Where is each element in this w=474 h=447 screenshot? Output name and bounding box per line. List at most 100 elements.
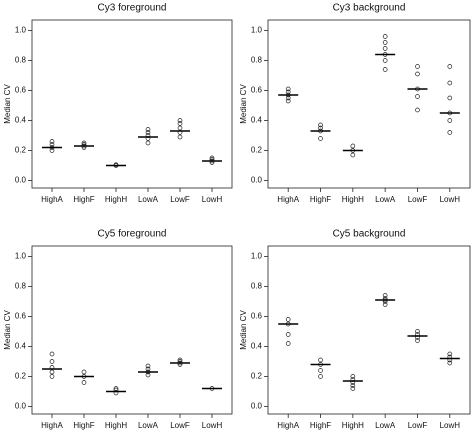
y-tick-label: 0.6 (251, 86, 263, 95)
y-tick-label: 0.8 (15, 56, 27, 65)
data-point (382, 46, 388, 51)
y-tick-label: 0.2 (15, 372, 27, 381)
y-tick-label: 0.8 (15, 282, 27, 291)
data-point (177, 118, 183, 123)
data-point (177, 121, 183, 126)
data-point (318, 136, 323, 141)
y-axis-label: Median CV (239, 84, 248, 124)
data-point (447, 118, 453, 123)
data-point (209, 155, 215, 161)
x-tick-label: HighH (105, 421, 127, 430)
data-point (177, 125, 183, 131)
y-tick-label: 0.4 (15, 342, 27, 351)
plot-frame (267, 19, 471, 189)
x-tick-label: LowH (440, 421, 461, 430)
data-point (318, 368, 323, 373)
plot-frame (31, 19, 233, 189)
panel: Cy5 foreground Median CV 0.0 0.2 0.4 0.6 0.8 1.… (3, 229, 233, 430)
x-tick-label: LowA (375, 195, 396, 204)
data-point (382, 58, 388, 63)
data-point (415, 338, 420, 343)
data-point (285, 89, 291, 95)
data-point (285, 86, 291, 92)
y-tick-label: 0.6 (15, 86, 27, 95)
x-tick-label: LowA (375, 421, 396, 430)
data-point (145, 372, 151, 378)
data-point (382, 34, 388, 39)
x-tick-label: LowF (170, 421, 190, 430)
y-tick-label: 0.8 (251, 56, 263, 65)
chart-title: Cy5 foreground (98, 229, 167, 240)
data-point (49, 369, 55, 375)
x-tick-label: HighF (73, 195, 94, 204)
data-point (81, 140, 87, 146)
data-point (285, 98, 291, 104)
data-point (49, 374, 55, 379)
chart-title: Cy3 background (333, 3, 406, 14)
y-axis-label: Median CV (239, 310, 248, 350)
x-tick-label: LowF (408, 421, 428, 430)
data-point (113, 386, 119, 391)
data-point (415, 64, 420, 69)
data-point (350, 383, 356, 388)
data-point (350, 374, 356, 379)
y-tick-label: 0.0 (15, 402, 27, 411)
x-tick-label: LowF (408, 195, 428, 204)
x-tick-label: LowA (138, 195, 159, 204)
y-tick-label: 0.2 (251, 372, 263, 381)
data-point (145, 140, 151, 146)
x-tick-label: HighF (73, 421, 94, 430)
data-point (447, 95, 453, 101)
data-point (49, 139, 55, 144)
y-tick-label: 0.4 (15, 116, 27, 125)
x-tick-label: LowH (202, 195, 223, 204)
data-point (415, 107, 420, 113)
y-tick-label: 0.8 (251, 282, 263, 291)
x-tick-label: HighF (310, 195, 331, 204)
data-point (318, 357, 323, 363)
data-point (145, 127, 151, 132)
panel: Cy3 foreground Median CV 0.0 0.2 0.4 0.6 0.8 1.… (3, 3, 233, 204)
data-point (318, 125, 323, 131)
y-axis-label: Median CV (3, 310, 12, 350)
y-tick-label: 0.4 (251, 116, 263, 125)
data-point (113, 162, 119, 168)
y-tick-label: 0.2 (251, 146, 263, 155)
x-tick-label: LowH (202, 421, 223, 430)
y-axis-label: Median CV (3, 84, 12, 124)
x-tick-label: HighA (41, 195, 63, 204)
data-point (145, 366, 151, 372)
y-tick-label: 1.0 (251, 252, 263, 261)
x-tick-label: LowH (440, 195, 461, 204)
data-point (49, 359, 55, 364)
data-point (382, 293, 388, 298)
y-tick-label: 0.0 (251, 402, 263, 411)
y-tick-label: 0.0 (251, 176, 263, 185)
panel: Cy5 background Median CV 0.0 0.2 0.4 0.6 0.8 1.… (239, 229, 471, 430)
data-point (447, 80, 453, 86)
x-tick-label: LowA (138, 421, 159, 430)
data-point (447, 130, 453, 135)
x-tick-label: HighA (277, 421, 299, 430)
data-point (81, 369, 87, 375)
y-tick-label: 0.6 (251, 312, 263, 321)
data-point (415, 329, 420, 334)
data-point (81, 380, 87, 385)
data-point (285, 317, 291, 322)
plot-frame (31, 245, 233, 415)
x-tick-label: HighH (342, 195, 364, 204)
data-point (447, 64, 453, 69)
y-tick-label: 0.6 (15, 312, 27, 321)
data-point (49, 142, 55, 147)
data-point (285, 332, 291, 337)
data-point (318, 374, 323, 379)
data-point (49, 148, 55, 153)
y-tick-label: 0.2 (15, 146, 27, 155)
data-point (382, 40, 388, 45)
chart-title: Cy3 foreground (98, 3, 167, 14)
data-point (382, 302, 388, 307)
data-point (415, 94, 420, 99)
data-point (285, 95, 291, 101)
data-point (447, 351, 453, 357)
data-point (318, 122, 323, 128)
